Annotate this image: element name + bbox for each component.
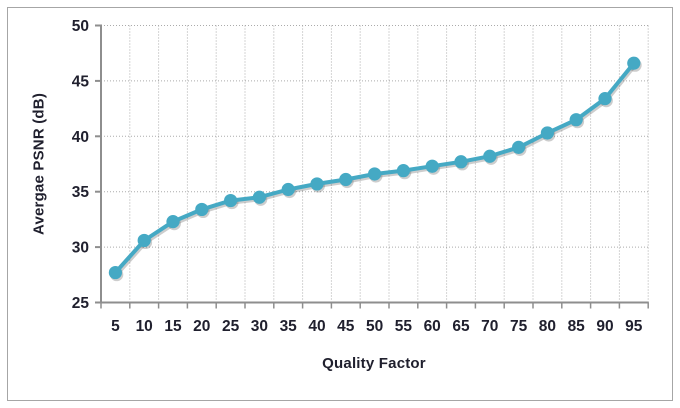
- y-tick-label: 30: [72, 240, 89, 257]
- y-axis-title: Avergae PSNR (dB): [30, 92, 48, 236]
- x-tick-label: 55: [395, 318, 413, 335]
- y-tick-label: 45: [72, 73, 90, 90]
- data-point-marker: [483, 149, 497, 163]
- x-tick-label: 75: [510, 318, 528, 335]
- data-point-marker: [540, 126, 555, 140]
- x-tick-label: 25: [222, 318, 240, 335]
- data-point-marker: [281, 182, 295, 197]
- x-tick-label: 85: [568, 318, 586, 335]
- x-tick-label: 95: [625, 318, 643, 335]
- x-tick-label: 65: [452, 318, 470, 335]
- y-tick-label: 40: [72, 129, 89, 146]
- x-tick-label: 5: [111, 318, 120, 335]
- data-point-marker: [425, 159, 439, 173]
- x-tick-label: 35: [280, 318, 298, 335]
- x-tick-label: 45: [337, 318, 355, 335]
- data-point-marker: [569, 113, 583, 127]
- x-tick-label: 90: [596, 318, 613, 335]
- data-point-marker: [195, 202, 209, 217]
- data-point-marker: [310, 177, 324, 191]
- data-point-marker: [368, 167, 382, 181]
- x-tick-label: 20: [193, 318, 210, 335]
- data-point-marker: [627, 56, 641, 70]
- x-tick-label: 30: [251, 318, 268, 335]
- x-tick-label: 70: [481, 318, 498, 335]
- y-tick-label: 35: [72, 184, 90, 201]
- data-point-marker: [511, 140, 526, 154]
- x-axis-title: Quality Factor: [322, 355, 426, 372]
- data-point-marker: [339, 172, 353, 187]
- data-point-marker: [166, 215, 180, 229]
- y-tick-label: 25: [72, 295, 90, 312]
- x-tick-label: 40: [308, 318, 325, 335]
- data-point-marker: [252, 190, 266, 204]
- data-point-marker: [224, 193, 238, 208]
- data-point-marker: [108, 265, 122, 280]
- data-point-marker: [396, 164, 410, 178]
- x-tick-label: 10: [136, 318, 153, 335]
- x-tick-label: 50: [366, 318, 383, 335]
- y-tick-label: 50: [72, 18, 89, 35]
- x-tick-label: 60: [424, 318, 441, 335]
- data-point-marker: [598, 92, 612, 106]
- chart-frame: [7, 7, 673, 401]
- data-point-marker: [454, 155, 468, 169]
- x-tick-label: 15: [164, 318, 182, 335]
- data-point-marker: [137, 233, 151, 248]
- x-tick-label: 80: [539, 318, 556, 335]
